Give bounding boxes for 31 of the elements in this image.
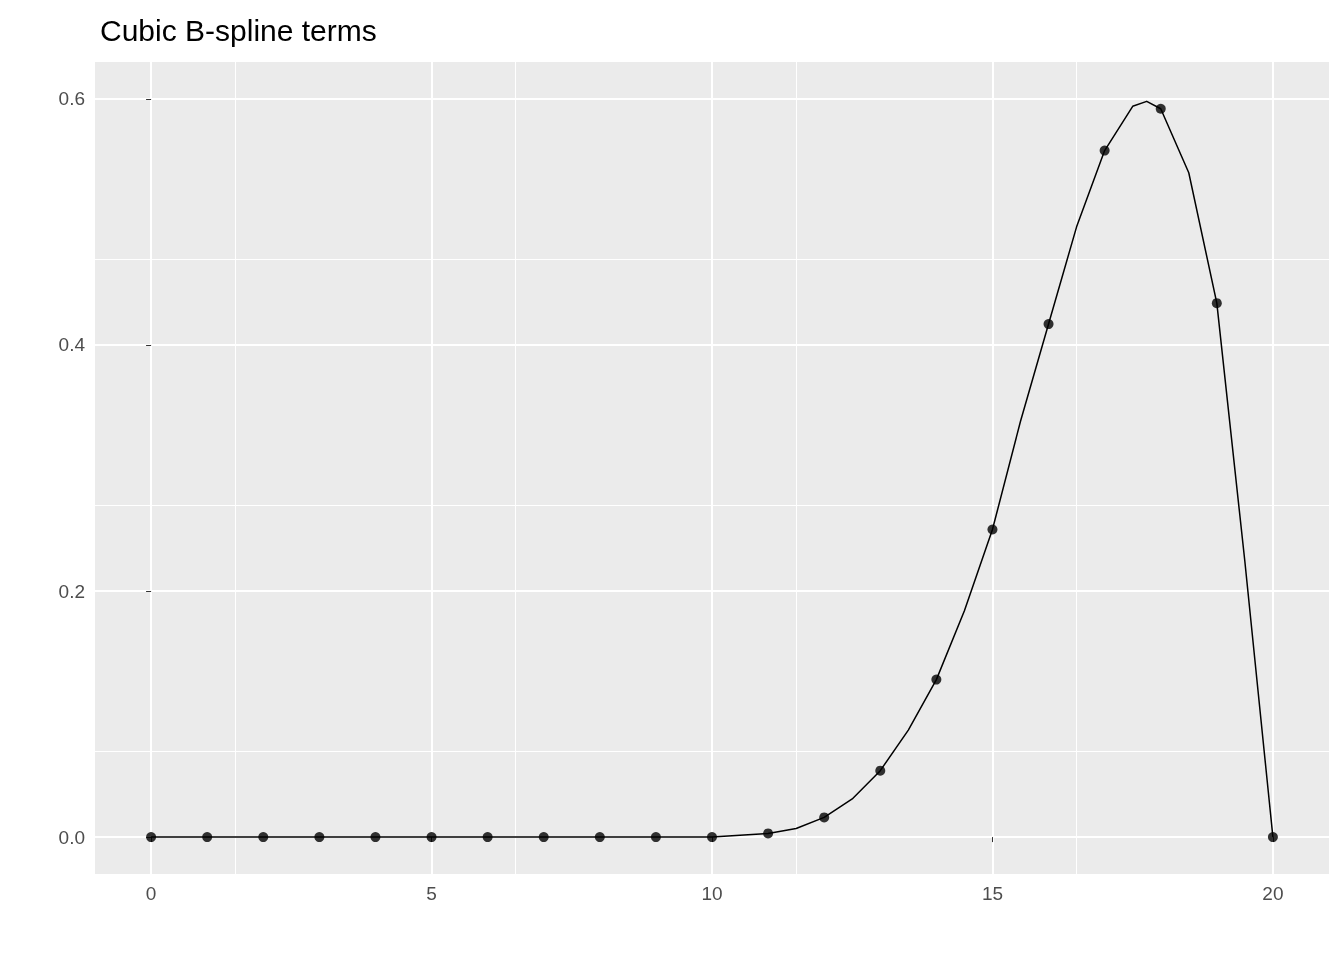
point xyxy=(426,832,437,843)
point xyxy=(987,524,998,535)
chart-title: Cubic B-spline terms xyxy=(100,13,377,47)
point xyxy=(707,832,717,843)
point xyxy=(482,832,493,843)
point xyxy=(1043,319,1054,330)
point xyxy=(538,832,549,843)
x-tick-label: 10 xyxy=(701,883,723,904)
point xyxy=(314,832,325,843)
x-tick-label: 15 xyxy=(981,883,1004,904)
point xyxy=(650,832,661,843)
point xyxy=(1155,103,1166,114)
x-tick-label: 20 xyxy=(1262,883,1284,904)
y-tick-label: 0.0 xyxy=(58,826,85,848)
y-tick-label: 0.6 xyxy=(58,88,85,110)
point xyxy=(594,832,605,843)
point xyxy=(1099,145,1110,156)
point xyxy=(1267,832,1278,843)
y-tick-label: 0.2 xyxy=(58,580,85,602)
x-tick-label: 5 xyxy=(426,883,437,904)
point xyxy=(258,832,269,843)
point xyxy=(146,832,157,843)
point xyxy=(1211,298,1222,309)
point xyxy=(202,832,213,843)
y-tick-label: 0.4 xyxy=(58,334,86,356)
point xyxy=(819,812,830,823)
x-tick-label: 0 xyxy=(145,883,157,904)
point xyxy=(370,832,381,843)
point xyxy=(931,674,942,685)
point xyxy=(875,765,886,776)
point xyxy=(763,828,774,839)
